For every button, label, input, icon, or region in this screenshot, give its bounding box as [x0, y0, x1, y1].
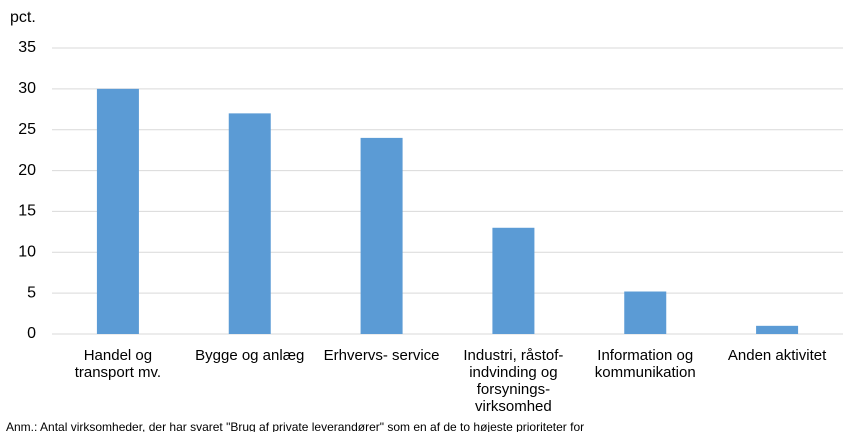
x-tick-label: Handel og transport mv.	[74, 347, 162, 381]
x-tick-label: Information og kommunikation	[594, 347, 696, 381]
x-tick-label: Bygge og anlæg	[195, 347, 305, 364]
y-tick-label: 20	[18, 162, 36, 179]
bar	[96, 88, 139, 334]
note: Anm.: Antal virksomheder, der har svaret…	[6, 420, 585, 432]
y-tick-label: 25	[18, 121, 36, 138]
y-tick-label: 30	[18, 80, 36, 97]
bar	[624, 291, 667, 334]
bar	[492, 227, 535, 334]
y-tick-label: 0	[27, 325, 36, 342]
bar	[228, 113, 271, 334]
y-tick-label: 10	[18, 244, 36, 261]
x-tick-label: Anden aktivitet	[727, 347, 827, 364]
y-tick-label: 35	[18, 39, 36, 56]
bar	[360, 137, 403, 334]
y-tick-label: 5	[27, 284, 36, 301]
x-tick-label: Erhvervs- service	[323, 347, 440, 364]
y-axis-label: pct.	[10, 9, 36, 26]
bar	[756, 325, 799, 334]
x-tick-label: Industri, råstof- indvinding og forsynin…	[463, 347, 564, 415]
y-tick-label: 15	[18, 203, 36, 220]
